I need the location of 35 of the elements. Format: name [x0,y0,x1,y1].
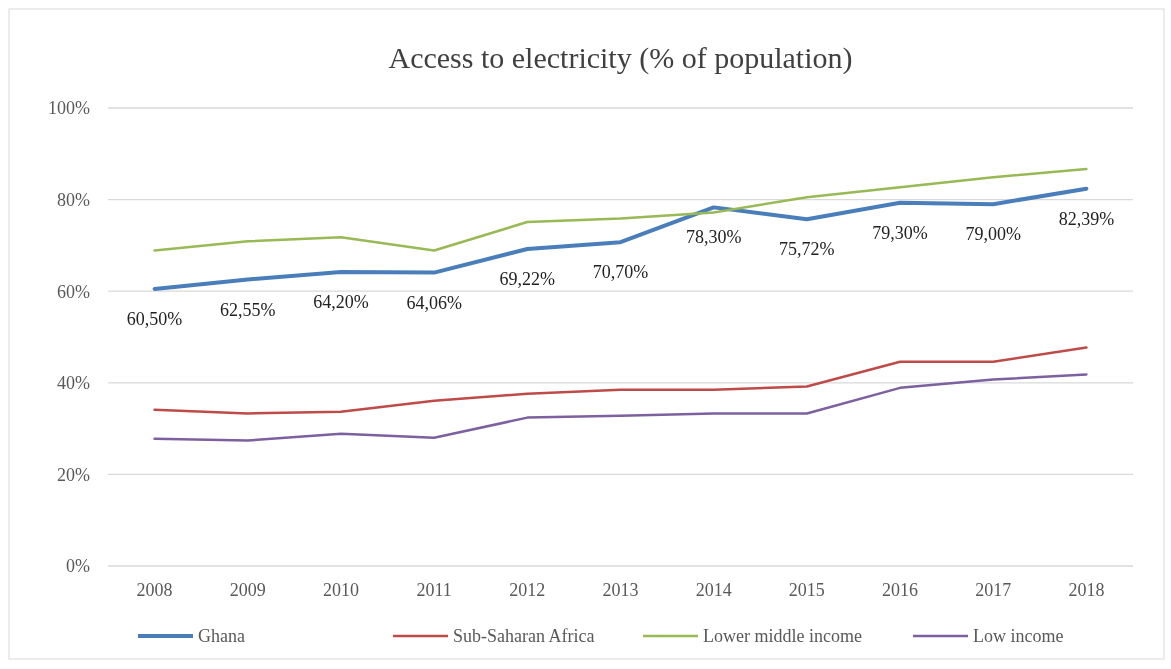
x-tick-label: 2010 [322,580,359,600]
y-tick-label: 40% [57,373,90,394]
x-tick-label: 2009 [229,580,266,600]
data-label: 78,30% [685,227,742,248]
data-label: 75,72% [779,239,835,260]
chart-title: Access to electricity (% of population) [388,41,853,75]
data-label: 79,00% [965,224,1021,245]
x-tick-label: 2011 [416,580,452,600]
x-tick-label: 2008 [136,580,173,600]
x-tick-label: 2015 [788,580,825,600]
data-label: 82,39% [1058,208,1115,229]
x-tick-label: 2014 [695,580,732,600]
data-label: 64,20% [313,291,369,312]
x-tick-label: 2012 [509,580,546,600]
x-tick-label: 2017 [975,580,1012,600]
data-label: 64,06% [406,292,462,313]
legend-label: Ghana [198,626,245,647]
x-tick-label: 2016 [882,580,919,600]
legend-label: Sub-Saharan Africa [453,626,595,647]
data-label: 62,55% [220,299,276,320]
y-tick-label: 20% [57,464,90,485]
data-label: 70,70% [592,262,649,283]
y-tick-label: 80% [57,189,90,210]
y-tick-label: 60% [57,281,90,302]
x-tick-label: 2018 [1068,580,1105,600]
data-label: 69,22% [499,268,556,289]
y-tick-label: 100% [48,98,90,119]
data-label: 79,30% [872,222,928,243]
line-series [153,373,1088,442]
x-tick-label: 2013 [602,580,639,600]
data-label: 60,50% [126,308,183,329]
legend-label: Lower middle income [703,626,862,647]
legend-label: Low income [973,626,1064,647]
y-tick-label: 0% [66,556,90,577]
line-series [153,346,1088,415]
